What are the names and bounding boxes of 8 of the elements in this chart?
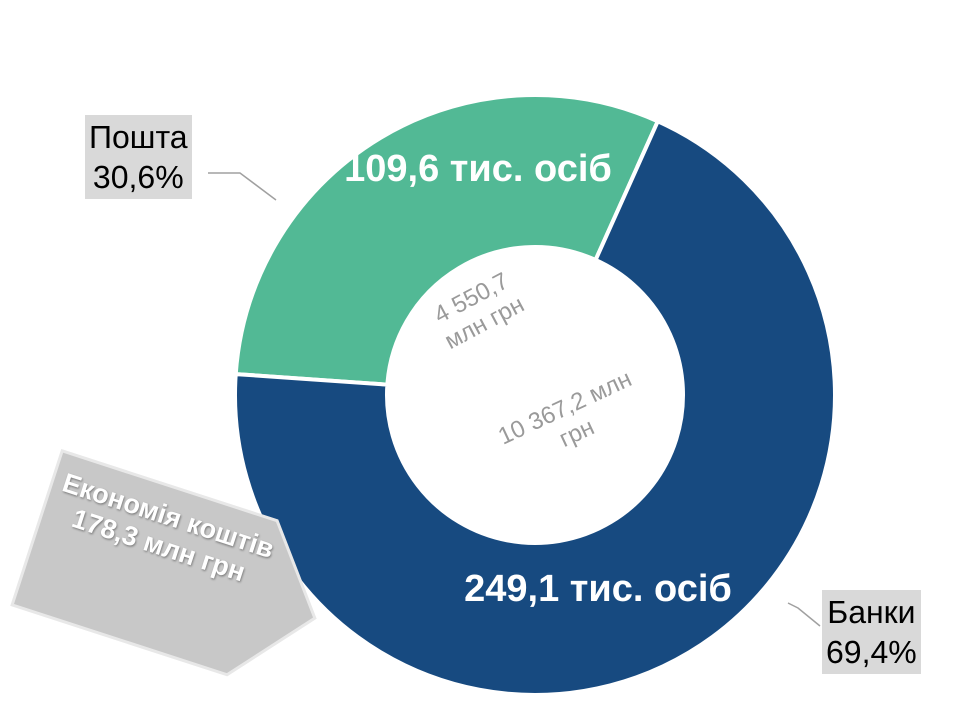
text: 249,1 тис. осіб [463, 568, 733, 612]
text: 109,6 тис. осіб [343, 148, 613, 192]
text: 10 367,2 млн грн [493, 364, 637, 455]
slice-label: Пошта [89, 118, 188, 157]
data-label: 69,4% [826, 633, 917, 672]
text: 4 550,7 млн грн [428, 266, 530, 357]
data-label: 30,6% [92, 158, 185, 197]
slice-label: Банки [826, 593, 917, 632]
